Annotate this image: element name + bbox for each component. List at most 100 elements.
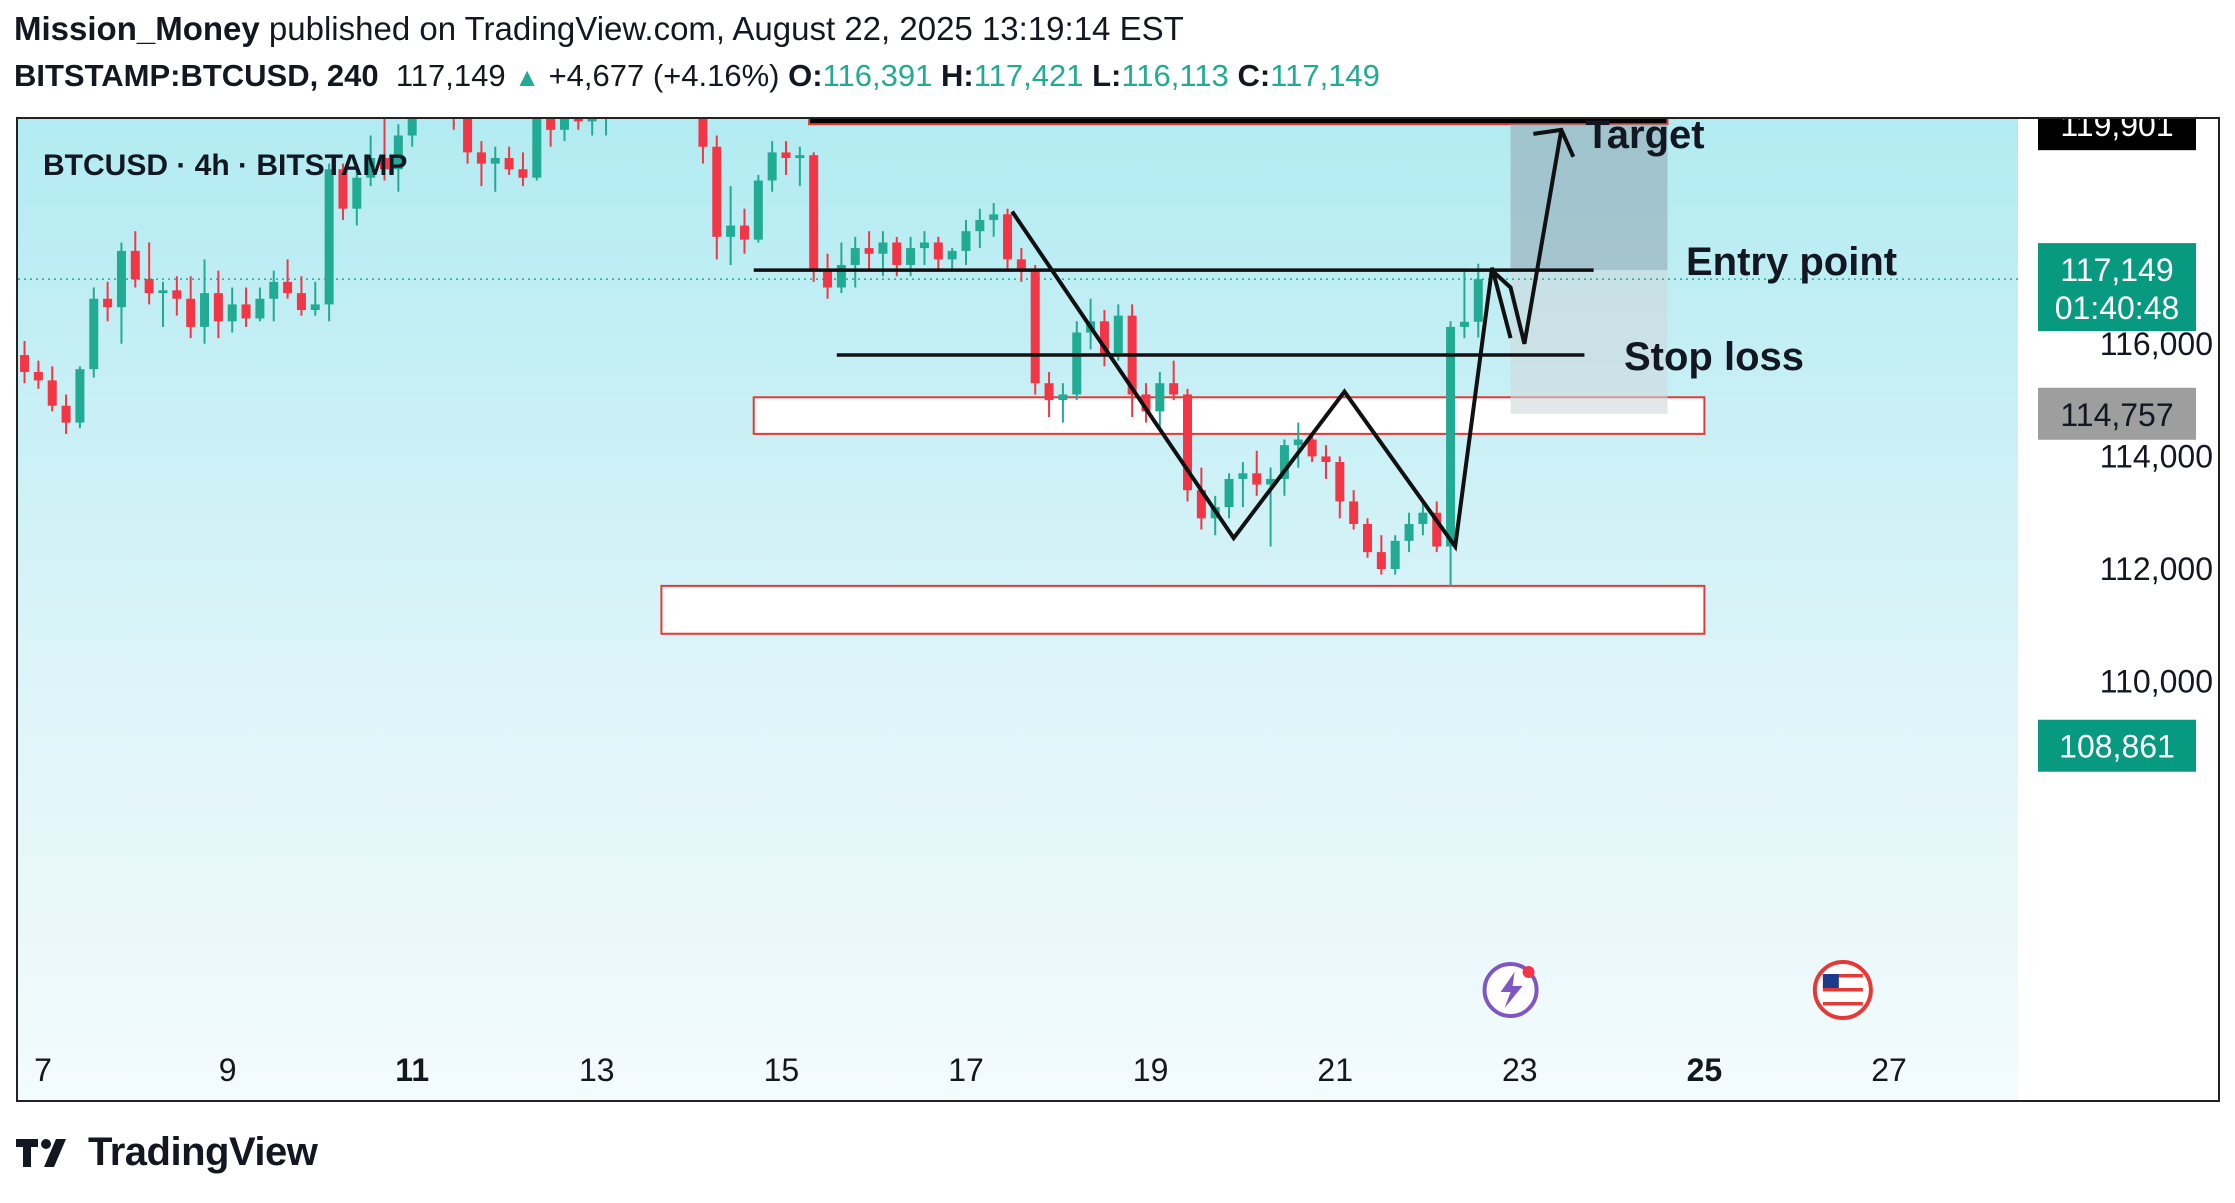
- lightning-bolt-icon: [1500, 972, 1523, 1008]
- candle-body: [1058, 394, 1068, 401]
- candle-body: [1404, 523, 1414, 541]
- candle-body: [753, 180, 763, 240]
- close-label: C:: [1237, 58, 1271, 93]
- x-tick-label: 25: [1687, 1052, 1723, 1088]
- candle-body: [947, 250, 957, 260]
- candle-body: [1321, 456, 1331, 463]
- candle-body: [1155, 383, 1165, 412]
- x-tick-label: 11: [395, 1052, 429, 1088]
- x-tick-label: 17: [948, 1052, 984, 1088]
- symbol-label[interactable]: BITSTAMP:BTCUSD, 240: [14, 58, 379, 93]
- candle-body: [47, 380, 57, 406]
- published-text: published on TradingView.com, August 22,…: [268, 10, 1184, 47]
- candle-body: [158, 290, 168, 294]
- candle-body: [1099, 321, 1109, 356]
- target-annotation[interactable]: Target: [1585, 119, 1704, 157]
- target-price-badge[interactable]: [2038, 119, 2196, 151]
- candle-body: [1113, 315, 1123, 356]
- x-tick-label: 19: [1133, 1052, 1169, 1088]
- support-zone-2[interactable]: [660, 584, 1706, 635]
- target-price-badge-text: 119,901: [2060, 119, 2173, 143]
- candle-body: [1279, 445, 1289, 479]
- author-name[interactable]: Mission_Money: [14, 10, 260, 47]
- candle-body: [809, 155, 819, 271]
- candle-body: [933, 242, 943, 260]
- close-value: 117,149: [1270, 58, 1380, 93]
- entry-annotation[interactable]: Entry point: [1686, 240, 1897, 284]
- candle-body: [227, 304, 237, 322]
- candle-body: [989, 214, 999, 220]
- stop-loss-annotation[interactable]: Stop loss: [1624, 335, 1804, 379]
- candle-body: [1376, 552, 1386, 569]
- candle-body: [726, 225, 736, 237]
- candle-body: [407, 119, 417, 136]
- candle-body: [144, 279, 154, 294]
- event-dot-icon: [1522, 966, 1535, 978]
- candle-body: [767, 152, 777, 181]
- chart-frame[interactable]: Target Entry point Stop loss 110,000 112,000…: [16, 117, 2220, 1102]
- x-tick-label: 7: [34, 1052, 52, 1088]
- candle-body: [518, 169, 528, 178]
- candle-body: [1418, 512, 1428, 524]
- current-price-badge[interactable]: [2038, 243, 2196, 332]
- candle-body: [116, 250, 126, 308]
- candle-body: [573, 119, 583, 122]
- chart-canvas[interactable]: Target Entry point Stop loss 110,000 112,000…: [18, 119, 2218, 1100]
- candle-body: [823, 270, 833, 288]
- candle-body: [380, 158, 390, 170]
- open-label: O:: [788, 58, 823, 93]
- candle-body: [352, 177, 362, 209]
- flag-stripe: [1822, 974, 1863, 978]
- candle-body: [836, 264, 846, 288]
- high-label: H:: [940, 58, 974, 93]
- flag-stripe: [1822, 1002, 1863, 1006]
- candle-body: [1266, 478, 1276, 485]
- candle-body: [698, 119, 708, 147]
- candle-body: [975, 219, 985, 232]
- candle-body: [1030, 270, 1040, 384]
- candle-body: [1390, 540, 1400, 569]
- change-value: +4,677 (+4.16%): [548, 58, 780, 93]
- bottom-price-badge[interactable]: [2038, 719, 2196, 772]
- high-value: 117,421: [973, 58, 1084, 93]
- candle-body: [1446, 326, 1456, 547]
- stop-price-badge-text: 114,757: [2060, 397, 2173, 433]
- candle-body: [172, 290, 182, 299]
- current-price-badge-countdown: 01:40:48: [2055, 290, 2180, 326]
- projection-arrowhead: [1533, 127, 1576, 158]
- flag-stripe: [1822, 988, 1863, 992]
- candle-body: [186, 298, 196, 327]
- resistance-zone[interactable]: [808, 119, 1669, 126]
- w-pattern-line[interactable]: [1010, 210, 1513, 552]
- candle-body: [1335, 462, 1345, 502]
- candle-body: [1307, 439, 1317, 457]
- position-target-area[interactable]: [1510, 124, 1668, 271]
- position-stop-area[interactable]: [1510, 270, 1668, 414]
- projection-arrow[interactable]: [1490, 129, 1564, 345]
- candle-body: [1473, 279, 1483, 322]
- candle-body: [1349, 501, 1359, 524]
- candle-body: [338, 169, 348, 209]
- candle-body: [324, 169, 334, 305]
- candle-body: [1003, 214, 1013, 260]
- footer-brand: TradingView: [88, 1130, 318, 1174]
- ohlc-line: BITSTAMP:BTCUSD, 240 117,149 ▲ +4,677 (+…: [14, 58, 1380, 94]
- candle-body: [532, 119, 542, 178]
- open-value: 116,391: [822, 58, 933, 93]
- candle-body: [504, 158, 514, 170]
- bottom-price-badge-text: 108,861: [2059, 729, 2175, 765]
- publish-line: Mission_Money published on TradingView.c…: [14, 10, 1184, 48]
- candle-body: [1016, 259, 1026, 271]
- tradingview-logo-icon: [16, 1138, 66, 1167]
- candle-body: [296, 293, 306, 311]
- candle-body: [61, 405, 71, 423]
- candle-body: [795, 155, 805, 159]
- candle-body: [559, 119, 569, 130]
- candle-body: [781, 152, 791, 159]
- candle-body: [1238, 473, 1248, 479]
- stop-price-badge[interactable]: [2038, 387, 2196, 440]
- candle-body: [850, 248, 860, 265]
- candle-body: [1196, 490, 1206, 519]
- x-tick-label: 9: [219, 1052, 237, 1088]
- candle-body: [393, 135, 403, 170]
